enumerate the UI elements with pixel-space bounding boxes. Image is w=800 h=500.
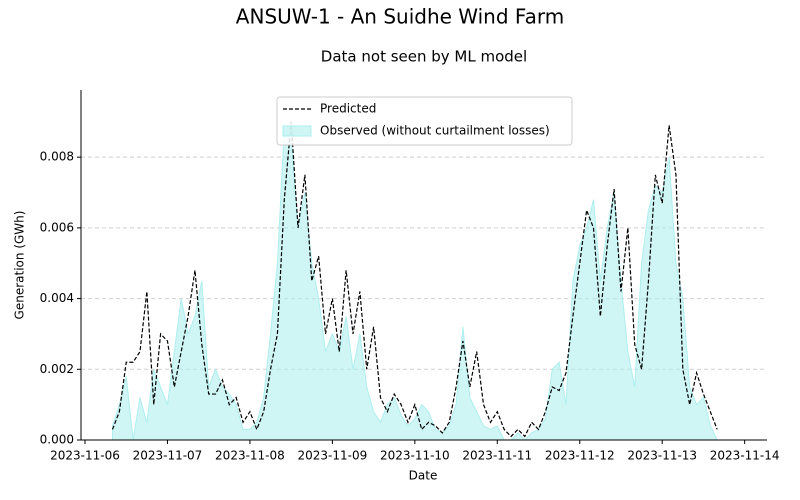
x-axis-label: Date [409,469,438,483]
chart-subtitle: Data not seen by ML model [321,48,527,66]
chart-title: ANSUW-1 - An Suidhe Wind Farm [236,5,564,29]
x-tick-label: 2023-11-11 [462,449,532,463]
x-tick-label: 2023-11-13 [627,449,697,463]
y-axis-label: Generation (GWh) [13,211,27,320]
observed-area [111,127,718,441]
x-tick-label: 2023-11-07 [133,449,203,463]
predicted-line [111,121,718,438]
x-tick-label: 2023-11-06 [50,449,120,463]
x-tick-label: 2023-11-12 [545,449,615,463]
x-tick-label: 2023-11-14 [710,449,780,463]
x-tick-label: 2023-11-08 [215,449,285,463]
x-tick-label: 2023-11-09 [298,449,368,463]
y-tick-label: 0.004 [40,291,74,305]
legend-swatch [282,125,312,137]
y-tick-label: 0.000 [40,433,74,447]
legend-label: Observed (without curtailment losses) [320,124,550,138]
x-tick-label: 2023-11-10 [380,449,450,463]
y-tick-label: 0.002 [40,362,74,376]
y-tick-label: 0.006 [40,220,74,234]
y-tick-label: 0.008 [40,150,74,164]
legend-box [276,96,573,146]
legend: Predicted Observed (without curtailment l… [276,96,573,146]
legend-label: Predicted [320,102,376,116]
